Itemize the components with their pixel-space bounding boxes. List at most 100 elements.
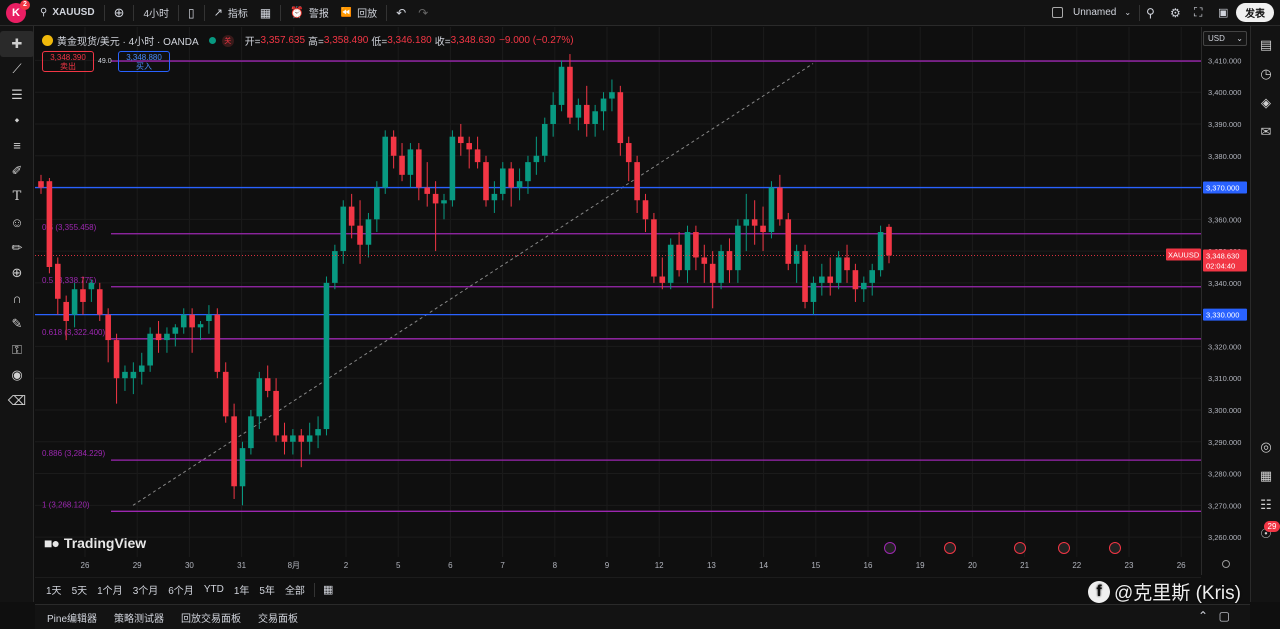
market-closed-icon: 关 [221, 34, 234, 47]
candle-body [726, 251, 733, 271]
candle-body [432, 193, 439, 204]
indicator-chart-icon: ↗ [213, 7, 223, 19]
snapshot-button[interactable]: ▣ [1212, 0, 1234, 26]
change-value: −9.000 (−0.27%) [499, 35, 574, 46]
pitchfork-tool-icon[interactable]: ⬩ [14, 112, 20, 128]
text-tool-icon[interactable]: T [12, 189, 22, 205]
horizontal-lines-tool-icon[interactable]: ☰ [11, 86, 23, 102]
settings-button[interactable]: ⚙ [1164, 0, 1187, 26]
search-icon: ⚲ [40, 7, 48, 18]
undo-icon: ↶ [396, 5, 407, 20]
interval-button[interactable]: 4小时 [137, 0, 175, 26]
candle-body [206, 314, 212, 322]
maximize-panel-icon[interactable]: ▢ [1218, 609, 1230, 623]
chart-pane[interactable]: 0.5 (3,355.458) 0.5 (3,338.775) 0.618 (3,3… [35, 27, 1201, 575]
layout-menu-button[interactable]: Unnamed ⌄ [1046, 0, 1137, 26]
candle-body [239, 448, 246, 487]
divider [280, 4, 282, 21]
broadcast-icon[interactable]: ☉ 29 [1251, 519, 1280, 548]
time-axis-label: 6 [448, 561, 453, 570]
range-button[interactable]: 5天 [71, 586, 88, 597]
candle-body [474, 149, 481, 163]
fullscreen-button[interactable]: ⛶ [1188, 0, 1208, 26]
date-range-bar: 1天 5天 1个月 3个月 6个月 YTD 1年 5年 全部 ▦ [35, 577, 1201, 601]
high-label: 高= [308, 37, 324, 48]
bottom-tab[interactable]: 交易面板 [258, 613, 299, 625]
replay-button[interactable]: ⏪ 回放 [335, 0, 383, 26]
candlestick-chart[interactable]: 0.5 (3,355.458) 0.5 (3,338.775) 0.618 (3,3… [35, 27, 1201, 575]
alerts-clock-icon[interactable]: ◷ [1260, 65, 1272, 81]
bottom-tab[interactable]: 策略测试器 [114, 613, 165, 625]
zoom-in-icon[interactable]: ⊕ [11, 265, 23, 281]
ruler-tool-icon[interactable]: ✏ [11, 239, 23, 255]
time-axis-label: 26 [81, 561, 90, 570]
brush-tool-icon[interactable]: ✐ [11, 163, 23, 179]
candle-body [508, 168, 514, 188]
price-tick-label: 3,290.000 [1208, 438, 1241, 447]
lock-icon[interactable]: ⚿ [12, 341, 22, 357]
trash-icon[interactable]: ⌫ [7, 392, 27, 408]
layers-icon[interactable]: ◈ [1261, 94, 1271, 110]
range-button[interactable]: 1天 [46, 586, 62, 597]
calendar-icon[interactable]: ▦ [1259, 467, 1273, 483]
quick-search-button[interactable]: ⚲ [1140, 0, 1161, 26]
range-button[interactable]: 1个月 [97, 586, 123, 597]
candles-icon: ▯ [188, 5, 195, 20]
range-button[interactable]: 3个月 [132, 586, 159, 597]
publish-button[interactable]: 发表 [1236, 3, 1274, 22]
target-icon[interactable]: ◎ [1260, 438, 1272, 454]
redo-button[interactable]: ↷ [412, 0, 434, 26]
range-button[interactable]: 5年 [259, 586, 275, 597]
candle-body [348, 206, 355, 226]
low-label: 低= [371, 37, 388, 48]
alerts-button[interactable]: ⏰ 警报 [284, 0, 335, 26]
watchlist-icon[interactable]: ▤ [1259, 36, 1273, 52]
economic-event-icon [1014, 542, 1026, 554]
candle-body [315, 429, 321, 436]
indicators-button[interactable]: ↗ 指标 [208, 0, 254, 26]
date-picker-icon[interactable]: ▦ [322, 584, 334, 596]
bottom-tab[interactable]: 回放交易面板 [181, 613, 242, 625]
candle-body [516, 181, 523, 188]
undo-button[interactable]: ↶ [390, 0, 412, 26]
range-button[interactable]: 1年 [233, 586, 250, 597]
candle-body [701, 257, 708, 264]
sell-button[interactable]: 3,348.390 卖出 [42, 51, 94, 72]
chart-type-button[interactable]: ▯ [182, 0, 201, 26]
buy-button[interactable]: 3,348.880 买入 [118, 51, 170, 72]
right-sidebar: ▤ ◷ ◈ ✉ ◎ ▦ ☷ ☉ 29 [1250, 26, 1280, 602]
compare-button[interactable]: ⊕ [108, 0, 131, 26]
time-axis-label: 8 [553, 561, 558, 570]
grid-icon: ▦ [259, 5, 272, 20]
range-button[interactable]: 全部 [284, 586, 305, 597]
chevron-up-icon[interactable]: ⌃ [1197, 609, 1208, 623]
candle-body [592, 111, 598, 124]
fib-tool-icon[interactable]: ≡ [13, 138, 21, 154]
price-tick-label: 3,300.000 [1208, 406, 1241, 415]
crosshair-tool-icon[interactable]: ✚ [0, 31, 34, 57]
divider [203, 4, 205, 21]
price-tick-label: 3,310.000 [1208, 374, 1241, 383]
notification-badge: 2 [20, 0, 30, 10]
axis-settings-icon [1222, 560, 1230, 568]
price-axis[interactable]: 3,410.000 3,400.000 3,390.000 3,380.000 3,37… [1201, 27, 1249, 575]
chat-icon[interactable]: ✉ [1260, 123, 1272, 139]
symbol-title[interactable]: 黄金现货/美元 · 4小时 · OANDA [57, 37, 199, 48]
bottom-tab[interactable]: Pine编辑器 [47, 613, 98, 625]
price-tick-label: 3,400.000 [1208, 88, 1241, 97]
magnet-icon[interactable]: ∩ [12, 291, 22, 307]
emoji-tool-icon[interactable]: ☺ [10, 214, 24, 230]
candle-body [222, 371, 229, 417]
currency-select[interactable]: USD ⌄ [1203, 31, 1247, 46]
templates-button[interactable]: ▦ [254, 0, 277, 26]
time-axis-label: 23 [1125, 561, 1134, 570]
eye-icon[interactable]: ◉ [11, 367, 23, 383]
apps-grid-icon[interactable]: ☷ [1260, 496, 1272, 512]
range-button[interactable]: 6个月 [168, 586, 194, 597]
user-avatar[interactable]: K 2 [6, 0, 30, 23]
candle-body [424, 187, 431, 194]
symbol-search-button[interactable]: ⚲ XAUUSD [34, 0, 101, 26]
lock-pencil-icon[interactable]: ✎ [11, 316, 23, 332]
trend-line-tool-icon[interactable]: ⟋ [12, 61, 22, 77]
range-button[interactable]: YTD [203, 584, 224, 595]
